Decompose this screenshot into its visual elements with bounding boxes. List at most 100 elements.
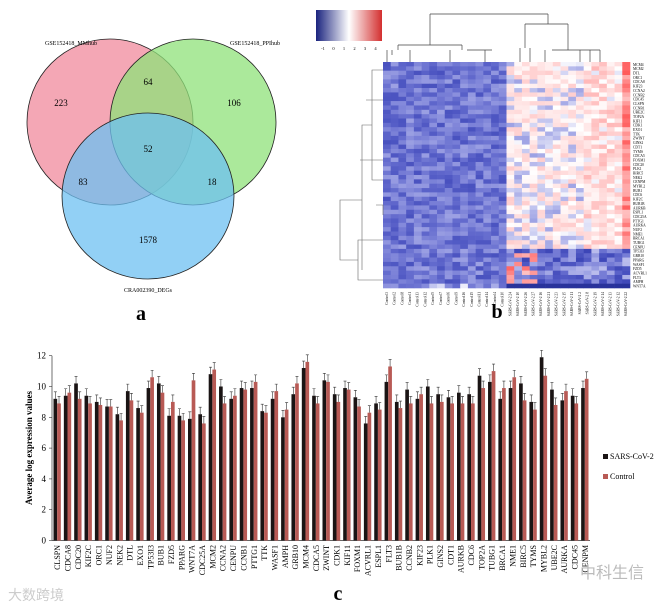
heatmap-cell [483, 201, 492, 206]
heatmap-cell [444, 214, 453, 219]
heatmap-cell [521, 109, 530, 115]
error-bar [305, 354, 309, 362]
heatmap-cell [467, 201, 476, 206]
heatmap-cell [514, 166, 523, 171]
heatmap-cell [552, 66, 561, 71]
heatmap-cell [406, 227, 415, 232]
heatmap-cell [429, 127, 438, 132]
heatmap-cell [529, 157, 538, 163]
heatmap-row-label: TOP2A [633, 115, 645, 119]
heatmap-cell [452, 235, 461, 241]
heatmap-cell [421, 218, 430, 224]
heatmap-cell [390, 75, 399, 80]
heatmap-cell [390, 83, 399, 89]
heatmap-cell [467, 166, 476, 171]
heatmap-cell [560, 257, 569, 263]
heatmap-cell [491, 257, 500, 263]
heatmap-cell [460, 201, 469, 206]
x-tick-label: WNT7A [188, 545, 197, 573]
heatmap-cell [421, 240, 430, 245]
heatmap-cell [622, 183, 631, 189]
heatmap-cell [429, 231, 438, 237]
heatmap-cell [475, 170, 484, 176]
heatmap-cell [575, 192, 584, 198]
heatmap-cell [622, 283, 631, 289]
heatmap-cell [537, 244, 546, 250]
heatmap-cell [491, 83, 500, 89]
heatmap-cell [599, 66, 608, 71]
heatmap-row-label: BIRC5 [633, 172, 643, 176]
heatmap-cell [483, 266, 492, 271]
heatmap-cell [599, 188, 608, 193]
panel-label-a: a [136, 303, 146, 325]
heatmap-row-label: CDC45 [633, 98, 644, 102]
heatmap-cell [437, 75, 446, 80]
heatmap-cell [498, 92, 507, 98]
heatmap-cell [514, 148, 523, 154]
heatmap-cell [413, 96, 422, 102]
heatmap-cell [606, 79, 615, 85]
heatmap-cell [537, 83, 546, 89]
bar-control [77, 398, 82, 541]
heatmap-cell [614, 231, 623, 237]
heatmap-cell [622, 166, 631, 171]
heatmap-cell [452, 218, 461, 224]
heatmap-cell [444, 192, 453, 198]
heatmap-cell [390, 248, 399, 254]
heatmap-cell [521, 222, 530, 228]
heatmap-cell [591, 122, 600, 128]
heatmap-cell [606, 127, 615, 132]
heatmap-cell [491, 140, 500, 145]
heatmap-cell [575, 135, 584, 141]
heatmap-cell [537, 222, 546, 228]
heatmap-row-label: AURKA [633, 224, 646, 228]
heatmap-cell [537, 209, 546, 215]
heatmap-cell [529, 214, 538, 219]
heatmap-cell [529, 153, 538, 158]
heatmap-cell [491, 192, 500, 198]
heatmap-cell [429, 144, 438, 150]
heatmap-cell [560, 266, 569, 271]
heatmap-cell [521, 170, 530, 176]
heatmap-cell [498, 235, 507, 241]
heatmap-cell [514, 248, 523, 254]
heatmap-cell [498, 62, 507, 67]
heatmap-cell [506, 222, 515, 228]
heatmap-cell [575, 127, 584, 132]
heatmap-cell [552, 92, 561, 98]
heatmap-cell [383, 166, 392, 171]
venn-count-B_only: 106 [227, 98, 241, 108]
heatmap-cell [429, 75, 438, 80]
x-tick-label: CDC6 [467, 545, 476, 565]
error-bar [95, 394, 99, 402]
heatmap-cell [560, 148, 569, 154]
heatmap-cell [467, 274, 476, 280]
heatmap-cell [467, 96, 476, 102]
heatmap-cell [537, 62, 546, 67]
heatmap-cell [460, 153, 469, 158]
heatmap-cell [529, 274, 538, 280]
heatmap-cell [452, 166, 461, 171]
heatmap-cell [537, 257, 546, 263]
heatmap-cell [583, 266, 592, 271]
heatmap-cell [444, 227, 453, 232]
heatmap-cell [491, 270, 500, 276]
heatmap-cell [606, 170, 615, 176]
heatmap-cell [560, 222, 569, 228]
heatmap-cell [390, 166, 399, 171]
heatmap-cell [429, 201, 438, 206]
heatmap-cell [390, 118, 399, 124]
error-bar [461, 396, 465, 404]
heatmap-cell [383, 62, 392, 67]
bar-control [439, 401, 444, 541]
heatmap-cell [614, 188, 623, 193]
heatmap-cell [583, 222, 592, 228]
heatmap-cell [537, 131, 546, 137]
heatmap-cell [529, 227, 538, 232]
heatmap-cell [506, 214, 515, 219]
heatmap-cell [521, 127, 530, 132]
heatmap-cell [514, 253, 523, 258]
heatmap-cell [575, 283, 584, 289]
heatmap-cell [460, 235, 469, 241]
